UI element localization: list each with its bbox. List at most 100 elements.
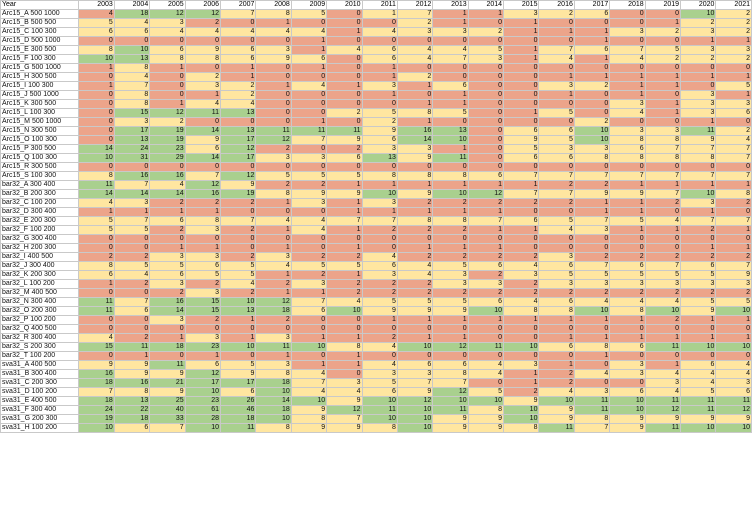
value-cell[interactable]: 11 — [715, 396, 752, 406]
value-cell[interactable]: 5 — [609, 270, 646, 280]
value-cell[interactable]: 0 — [467, 99, 505, 109]
year-header-cell[interactable]: 2010 — [326, 0, 363, 10]
value-cell[interactable]: 8 — [78, 45, 115, 55]
value-cell[interactable]: 8 — [680, 153, 717, 163]
value-cell[interactable]: 2 — [467, 198, 505, 208]
value-cell[interactable]: 0 — [538, 36, 575, 46]
value-cell[interactable]: 2 — [573, 117, 611, 127]
value-cell[interactable]: 6 — [432, 81, 469, 91]
value-cell[interactable]: 12 — [149, 108, 186, 118]
value-cell[interactable]: 0 — [290, 108, 328, 118]
value-cell[interactable]: 14 — [78, 189, 115, 199]
value-cell[interactable]: 11 — [644, 342, 682, 352]
value-cell[interactable]: 0 — [255, 90, 292, 100]
value-cell[interactable]: 0 — [219, 18, 257, 28]
value-cell[interactable]: 1 — [361, 207, 398, 217]
value-cell[interactable]: 4 — [149, 180, 186, 190]
value-cell[interactable]: 1 — [609, 225, 646, 235]
value-cell[interactable]: 29 — [149, 153, 186, 163]
value-cell[interactable]: 0 — [290, 324, 328, 334]
value-cell[interactable]: 1 — [467, 225, 505, 235]
value-cell[interactable]: 10 — [573, 306, 611, 316]
value-cell[interactable]: 0 — [184, 36, 222, 46]
value-cell[interactable]: 10 — [396, 414, 434, 424]
value-cell[interactable]: 10 — [219, 342, 257, 352]
value-cell[interactable]: 9 — [396, 306, 434, 316]
value-cell[interactable]: 10 — [467, 306, 505, 316]
value-cell[interactable]: 2 — [361, 333, 398, 343]
value-cell[interactable]: 0 — [255, 207, 292, 217]
value-cell[interactable]: 3 — [680, 99, 717, 109]
value-cell[interactable]: 2 — [538, 198, 575, 208]
value-cell[interactable]: 7 — [715, 144, 752, 154]
value-cell[interactable]: 11 — [538, 423, 575, 433]
value-cell[interactable]: 6 — [503, 126, 540, 136]
value-cell[interactable]: 7 — [644, 171, 682, 181]
value-cell[interactable]: 1 — [361, 180, 398, 190]
row-label-cell[interactable]: Arc15_C 100 300 — [0, 27, 80, 37]
value-cell[interactable]: 0 — [396, 90, 434, 100]
value-cell[interactable]: 9 — [432, 423, 469, 433]
row-label-cell[interactable]: bar32_F 100 200 — [0, 225, 80, 235]
value-cell[interactable]: 6 — [361, 261, 398, 271]
value-cell[interactable]: 15 — [184, 297, 222, 307]
value-cell[interactable]: 0 — [255, 99, 292, 109]
value-cell[interactable]: 5 — [149, 261, 186, 271]
value-cell[interactable]: 12 — [644, 405, 682, 415]
value-cell[interactable]: 4 — [609, 108, 646, 118]
value-cell[interactable]: 6 — [432, 360, 469, 370]
value-cell[interactable]: 2 — [255, 315, 292, 325]
value-cell[interactable]: 10 — [644, 306, 682, 316]
year-header-cell[interactable]: 2004 — [113, 0, 151, 10]
value-cell[interactable]: 7 — [573, 216, 611, 226]
value-cell[interactable]: 1 — [396, 333, 434, 343]
value-cell[interactable]: 7 — [680, 216, 717, 226]
row-label-cell[interactable]: Arc15_L 100 300 — [0, 108, 80, 118]
year-header-cell[interactable]: 2017 — [573, 0, 611, 10]
value-cell[interactable]: 0 — [326, 36, 363, 46]
value-cell[interactable]: 1 — [680, 207, 717, 217]
value-cell[interactable]: 6 — [326, 153, 363, 163]
value-cell[interactable]: 13 — [361, 153, 398, 163]
row-label-cell[interactable]: bar32_K 200 300 — [0, 270, 80, 280]
value-cell[interactable]: 2 — [290, 252, 328, 262]
value-cell[interactable]: 0 — [538, 324, 575, 334]
value-cell[interactable]: 15 — [113, 108, 151, 118]
value-cell[interactable]: 0 — [467, 162, 505, 172]
value-cell[interactable]: 0 — [432, 117, 469, 127]
value-cell[interactable]: 0 — [326, 117, 363, 127]
value-cell[interactable]: 22 — [113, 405, 151, 415]
value-cell[interactable]: 8 — [78, 261, 115, 271]
value-cell[interactable]: 0 — [644, 36, 682, 46]
value-cell[interactable]: 0 — [432, 162, 469, 172]
value-cell[interactable]: 0 — [361, 162, 398, 172]
value-cell[interactable]: 12 — [396, 396, 434, 406]
value-cell[interactable]: 3 — [361, 198, 398, 208]
value-cell[interactable]: 4 — [255, 216, 292, 226]
row-label-cell[interactable]: Arc15_R 300 500 — [0, 162, 80, 172]
value-cell[interactable]: 7 — [432, 54, 469, 64]
value-cell[interactable]: 5 — [715, 81, 752, 91]
value-cell[interactable]: 0 — [432, 351, 469, 361]
value-cell[interactable]: 2 — [467, 270, 505, 280]
row-label-cell[interactable]: bar32_T 100 200 — [0, 351, 80, 361]
row-label-cell[interactable]: sva31_D 100 200 — [0, 387, 80, 397]
value-cell[interactable]: 5 — [290, 261, 328, 271]
value-cell[interactable]: 2 — [255, 144, 292, 154]
value-cell[interactable]: 3 — [255, 333, 292, 343]
value-cell[interactable]: 2 — [149, 288, 186, 298]
value-cell[interactable]: 2 — [113, 252, 151, 262]
value-cell[interactable]: 1 — [503, 225, 540, 235]
value-cell[interactable]: 8 — [573, 153, 611, 163]
value-cell[interactable]: 8 — [78, 171, 115, 181]
value-cell[interactable]: 10 — [255, 387, 292, 397]
value-cell[interactable]: 1 — [715, 333, 752, 343]
value-cell[interactable]: 2 — [715, 54, 752, 64]
value-cell[interactable]: 11 — [573, 396, 611, 406]
value-cell[interactable]: 24 — [78, 405, 115, 415]
value-cell[interactable]: 0 — [78, 126, 115, 136]
value-cell[interactable]: 10 — [361, 396, 398, 406]
value-cell[interactable]: 2 — [326, 279, 363, 289]
value-cell[interactable]: 1 — [290, 63, 328, 73]
row-label-cell[interactable]: sva31_B 300 400 — [0, 369, 80, 379]
